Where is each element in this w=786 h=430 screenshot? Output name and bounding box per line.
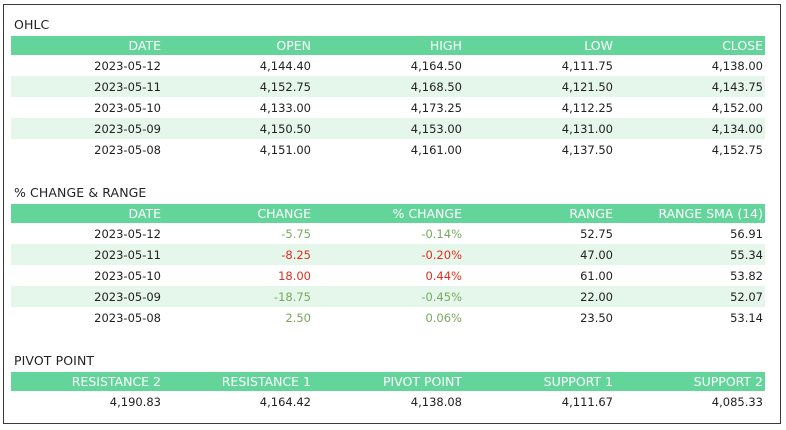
cell-date: 2023-05-11 bbox=[11, 76, 163, 97]
column-header-resistance-2: RESISTANCE 2 bbox=[11, 372, 163, 391]
column-header-range-sma: RANGE SMA (14) bbox=[615, 204, 765, 223]
cell-high: 4,161.00 bbox=[410, 142, 462, 157]
ohlc-table: DATE OPEN HIGH LOW CLOSE 2023-05-12 4,14… bbox=[11, 36, 765, 160]
cell-range-sma: 52.07 bbox=[615, 286, 765, 307]
cell-date: 2023-05-12 bbox=[94, 226, 161, 241]
cell-open: 4,144.40 bbox=[259, 58, 311, 73]
column-header-pivot-point: PIVOT POINT bbox=[313, 372, 464, 391]
table-header-row: DATE OPEN HIGH LOW CLOSE bbox=[11, 36, 765, 55]
cell-pct-change: 0.44% bbox=[425, 268, 462, 283]
cell-pct-change: -0.45% bbox=[313, 286, 464, 307]
cell-range: 61.00 bbox=[580, 268, 613, 283]
pivot-table: RESISTANCE 2 RESISTANCE 1 PIVOT POINT SU… bbox=[11, 372, 765, 412]
cell-range-sma: 53.14 bbox=[730, 310, 763, 325]
table-row: 2023-05-09 4,150.50 4,153.00 4,131.00 4,… bbox=[11, 118, 765, 139]
table-row: 2023-05-11 4,152.75 4,168.50 4,121.50 4,… bbox=[11, 76, 765, 97]
cell-open: 4,133.00 bbox=[259, 100, 311, 115]
cell-change: -5.75 bbox=[281, 226, 311, 241]
cell-low: 4,112.25 bbox=[561, 100, 613, 115]
cell-resistance-1: 4,164.42 bbox=[259, 394, 311, 409]
table-row: 2023-05-08 2.50 0.06% 23.50 53.14 bbox=[11, 307, 765, 328]
cell-date: 2023-05-09 bbox=[11, 118, 163, 139]
cell-open: 4,150.50 bbox=[163, 118, 313, 139]
cell-change: 2.50 bbox=[285, 310, 311, 325]
column-header-date: DATE bbox=[11, 36, 163, 55]
cell-close: 4,134.00 bbox=[615, 118, 765, 139]
cell-date: 2023-05-09 bbox=[11, 286, 163, 307]
table-row: 2023-05-11 -8.25 -0.20% 47.00 55.34 bbox=[11, 244, 765, 265]
table-row: 2023-05-10 18.00 0.44% 61.00 53.82 bbox=[11, 265, 765, 286]
table-header-row: DATE CHANGE % CHANGE RANGE RANGE SMA (14… bbox=[11, 204, 765, 223]
cell-low: 4,121.50 bbox=[464, 76, 615, 97]
cell-close: 4,152.75 bbox=[711, 142, 763, 157]
table-row: 2023-05-09 -18.75 -0.45% 22.00 52.07 bbox=[11, 286, 765, 307]
cell-range-sma: 53.82 bbox=[730, 268, 763, 283]
cell-range-sma: 56.91 bbox=[730, 226, 763, 241]
table-row: 2023-05-08 4,151.00 4,161.00 4,137.50 4,… bbox=[11, 139, 765, 160]
column-header-low: LOW bbox=[464, 36, 615, 55]
cell-high: 4,173.25 bbox=[410, 100, 462, 115]
cell-low: 4,111.75 bbox=[561, 58, 613, 73]
table-header-row: RESISTANCE 2 RESISTANCE 1 PIVOT POINT SU… bbox=[11, 372, 765, 391]
cell-date: 2023-05-12 bbox=[94, 58, 161, 73]
column-header-pct-change: % CHANGE bbox=[313, 204, 464, 223]
cell-close: 4,138.00 bbox=[711, 58, 763, 73]
cell-change: 18.00 bbox=[278, 268, 311, 283]
cell-resistance-2: 4,190.83 bbox=[109, 394, 161, 409]
column-header-date: DATE bbox=[11, 204, 163, 223]
cell-range: 52.75 bbox=[580, 226, 613, 241]
table-row: 4,190.83 4,164.42 4,138.08 4,111.67 4,08… bbox=[11, 391, 765, 412]
column-header-high: HIGH bbox=[313, 36, 464, 55]
change-range-section-title: % CHANGE & RANGE bbox=[14, 185, 147, 200]
column-header-support-1: SUPPORT 1 bbox=[464, 372, 615, 391]
column-header-range: RANGE bbox=[464, 204, 615, 223]
cell-pct-change: 0.06% bbox=[425, 310, 462, 325]
ohlc-section-title: OHLC bbox=[14, 17, 50, 32]
cell-pivot-point: 4,138.08 bbox=[410, 394, 462, 409]
cell-close: 4,143.75 bbox=[615, 76, 765, 97]
cell-date: 2023-05-10 bbox=[94, 268, 161, 283]
cell-open: 4,151.00 bbox=[259, 142, 311, 157]
cell-pct-change: -0.20% bbox=[313, 244, 464, 265]
cell-date: 2023-05-11 bbox=[11, 244, 163, 265]
pivot-section-title: PIVOT POINT bbox=[14, 353, 95, 368]
cell-support-1: 4,111.67 bbox=[561, 394, 613, 409]
cell-range-sma: 55.34 bbox=[615, 244, 765, 265]
column-header-open: OPEN bbox=[163, 36, 313, 55]
table-row: 2023-05-12 -5.75 -0.14% 52.75 56.91 bbox=[11, 223, 765, 244]
cell-range: 23.50 bbox=[580, 310, 613, 325]
cell-close: 4,152.00 bbox=[711, 100, 763, 115]
column-header-close: CLOSE bbox=[615, 36, 765, 55]
cell-date: 2023-05-08 bbox=[94, 142, 161, 157]
table-row: 2023-05-10 4,133.00 4,173.25 4,112.25 4,… bbox=[11, 97, 765, 118]
cell-date: 2023-05-10 bbox=[94, 100, 161, 115]
cell-high: 4,168.50 bbox=[313, 76, 464, 97]
cell-pct-change: -0.14% bbox=[421, 226, 462, 241]
table-row: 2023-05-12 4,144.40 4,164.50 4,111.75 4,… bbox=[11, 55, 765, 76]
cell-range: 22.00 bbox=[464, 286, 615, 307]
column-header-support-2: SUPPORT 2 bbox=[615, 372, 765, 391]
cell-range: 47.00 bbox=[464, 244, 615, 265]
cell-change: -8.25 bbox=[163, 244, 313, 265]
cell-high: 4,164.50 bbox=[410, 58, 462, 73]
cell-support-2: 4,085.33 bbox=[711, 394, 763, 409]
cell-low: 4,137.50 bbox=[561, 142, 613, 157]
cell-change: -18.75 bbox=[163, 286, 313, 307]
column-header-resistance-1: RESISTANCE 1 bbox=[163, 372, 313, 391]
cell-low: 4,131.00 bbox=[464, 118, 615, 139]
change-range-table: DATE CHANGE % CHANGE RANGE RANGE SMA (14… bbox=[11, 204, 765, 328]
cell-open: 4,152.75 bbox=[163, 76, 313, 97]
cell-high: 4,153.00 bbox=[313, 118, 464, 139]
column-header-change: CHANGE bbox=[163, 204, 313, 223]
cell-date: 2023-05-08 bbox=[94, 310, 161, 325]
